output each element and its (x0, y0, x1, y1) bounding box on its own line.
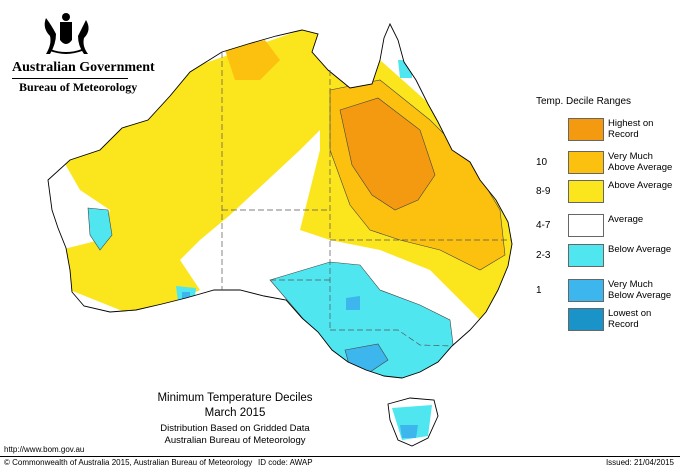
legend-color-swatch (568, 180, 604, 203)
government-title: Australian Government (12, 60, 155, 75)
legend-color-swatch (568, 118, 604, 141)
legend-description: Very Much Below Average (608, 279, 672, 301)
region-below-average (88, 208, 112, 250)
legend-color-swatch (568, 279, 604, 302)
legend-row: Highest on Record (536, 118, 676, 141)
legend-color-swatch (568, 151, 604, 174)
region-very-much-below-average (346, 296, 360, 310)
id-code: ID code: AWAP (258, 458, 313, 467)
legend-color-swatch (568, 308, 604, 331)
map-date: March 2015 (204, 407, 266, 419)
header-divider (12, 78, 128, 79)
legend-range-label: 4-7 (536, 220, 551, 231)
legend-description: Below Average (608, 244, 672, 255)
website-link[interactable]: http://www.bom.gov.au (4, 445, 85, 454)
region-very-much-below-average (400, 425, 418, 438)
legend-title: Temp. Decile Ranges (536, 96, 632, 107)
legend-range-label: 2-3 (536, 250, 551, 261)
legend-row: 10 Very Much Above Average (536, 151, 676, 174)
coat-of-arms-icon (44, 13, 89, 54)
legend-row: 1 Very Much Below Average (536, 279, 676, 302)
legend-color-swatch (568, 244, 604, 267)
state-borders (221, 52, 512, 347)
map-title: Minimum Temperature Deciles (157, 392, 313, 404)
legend-row: 4-7 Average (536, 214, 676, 237)
region-below-average (270, 262, 455, 380)
legend-color-swatch (568, 214, 604, 237)
legend-description: Highest on Record (608, 118, 654, 140)
region-highest-on-record (340, 98, 435, 210)
legend-description: Above Average (608, 180, 673, 191)
legend-range-label: 8-9 (536, 186, 551, 197)
copyright-text: © Commonwealth of Australia 2015, Austra… (4, 458, 253, 467)
legend-row: 8-9 Above Average (536, 180, 676, 203)
legend-row: Lowest on Record (536, 308, 676, 331)
legend-description: Average (608, 214, 644, 225)
footer-divider (0, 456, 680, 457)
bureau-title: Bureau of Meteorology (19, 80, 138, 94)
legend-description: Lowest on Record (608, 308, 652, 330)
legend-range-label: 1 (536, 285, 542, 296)
region-above-average (110, 150, 160, 190)
issued-date: Issued: 21/04/2015 (605, 458, 674, 467)
legend-description: Very Much Above Average (608, 151, 673, 173)
legend-row: 2-3 Below Average (536, 244, 676, 267)
map-distribution-note: Distribution Based on Gridded Data (160, 423, 310, 434)
region-very-much-above-average (225, 40, 280, 80)
coastline (47, 22, 513, 447)
legend-range-label: 10 (536, 157, 548, 168)
map-source: Australian Bureau of Meteorology (164, 435, 306, 446)
